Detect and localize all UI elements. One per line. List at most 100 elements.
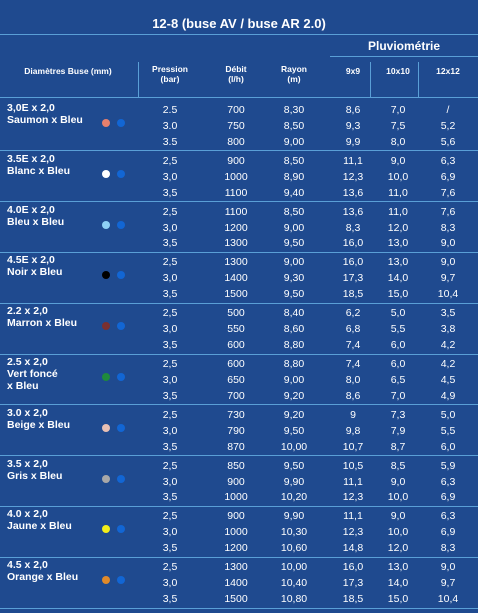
table-cell-p12: 6,9 [440, 491, 456, 504]
nozzle-color-dot [102, 423, 110, 432]
table-cell-p12: 7,6 [440, 205, 456, 218]
group-separator [0, 556, 478, 558]
table-cell-p10: 8,0 [390, 135, 406, 148]
table-cell-pression: 2,5 [162, 307, 178, 320]
table-cell-p9: 10,5 [342, 459, 364, 472]
table-cell-debit: 750 [227, 119, 245, 132]
table-cell-pression: 3,5 [162, 542, 178, 555]
nozzle-label-line: 3.5E x 2,0 [7, 152, 55, 165]
column-divider [418, 62, 419, 98]
table-cell-p9: 9 [350, 408, 356, 421]
blue-nozzle-dot [117, 271, 125, 280]
table-cell-p10: 6,0 [390, 358, 406, 370]
nozzle-label-line: 4.5 x 2,0 [7, 559, 48, 572]
column-header-unit: (bar) [160, 74, 180, 84]
table-cell-p9: 11,1 [343, 510, 363, 523]
blue-nozzle-dot [117, 474, 125, 483]
table-cell-p9: 14,8 [342, 542, 364, 555]
table-cell-debit: 1400 [224, 272, 248, 285]
table-cell-debit: 900 [227, 510, 245, 523]
table-cell-p12: 4,5 [440, 373, 456, 386]
table-cell-p12: 8,3 [440, 221, 456, 234]
table-cell-p9: 8,3 [345, 221, 361, 234]
table-cell-p10: 7,0 [390, 389, 406, 402]
table-cell-pression: 3,5 [162, 593, 178, 605]
table-cell-p9: 8,6 [345, 389, 361, 402]
table-cell-p10: 11,0 [388, 205, 408, 218]
column-divider [370, 62, 371, 98]
table-cell-p12: 9,0 [440, 561, 456, 574]
table-cell-debit: 600 [227, 339, 245, 351]
table-cell-rayon: 10,60 [280, 542, 308, 555]
table-cell-p9: 16,0 [342, 237, 364, 250]
nozzle-label: 3.5E x 2,0 Blanc x Bleu [7, 153, 70, 177]
table-cell-debit: 900 [227, 475, 245, 488]
table-cell-p9: 10,7 [342, 440, 364, 453]
table-cell-pression: 2,5 [162, 561, 178, 574]
table-cell-rayon: 9,90 [283, 475, 305, 488]
group-separator [0, 505, 478, 507]
column-header-label: 10x10 [386, 66, 410, 76]
table-cell-p9: 9,9 [345, 135, 361, 148]
nozzle-label-line: Beige x Bleu [7, 418, 71, 431]
group-separator [0, 251, 478, 253]
nozzle-label: 4.0 x 2,0 Jaune x Bleu [7, 508, 72, 532]
group-separator [0, 455, 478, 457]
table-cell-pression: 3,0 [162, 373, 178, 386]
table-cell-pression: 3.5 [162, 135, 178, 148]
table-cell-pression: 3,5 [162, 186, 178, 199]
nozzle-label-line: Noir x Bleu [7, 266, 63, 279]
table-cell-debit: 700 [227, 389, 245, 402]
group-separator [0, 302, 478, 304]
nozzle-label-line: Saumon x Bleu [7, 114, 83, 126]
table-cell-p12: 6,9 [440, 170, 456, 183]
table-cell-p12: 4,2 [440, 358, 456, 370]
blue-nozzle-dot [117, 169, 125, 178]
table-cell-rayon: 9,00 [283, 135, 305, 148]
table-cell-debit: 730 [227, 408, 245, 421]
table-cell-debit: 1500 [224, 593, 248, 605]
table-cell-debit: 1500 [224, 288, 248, 301]
table-cell-p10: 10,0 [387, 491, 409, 504]
table-cell-debit: 700 [227, 104, 245, 116]
nozzle-color-dot [102, 525, 110, 534]
nozzle-label-line: Vert foncé [7, 368, 58, 380]
nozzle-label-line: x Bleu [7, 380, 39, 392]
table-cell-rayon: 10,40 [280, 577, 308, 590]
table-cell-pression: 3,5 [162, 440, 178, 453]
table-cell-p10: 13,0 [387, 561, 409, 574]
table-cell-p12: 6,3 [440, 475, 456, 488]
table-cell-p10: 11,0 [388, 186, 408, 199]
nozzle-label: 3,0E x 2,0 Saumon x Bleu [7, 102, 83, 126]
table-cell-rayon: 8,80 [283, 339, 305, 351]
table-cell-p10: 9,0 [390, 510, 406, 523]
table-cell-pression: 3,5 [162, 288, 178, 301]
table-cell-rayon: 9,20 [283, 389, 305, 402]
table-cell-p10: 6,0 [390, 339, 406, 351]
table-cell-p9: 16,0 [342, 256, 364, 269]
nozzle-color-dot [102, 322, 110, 331]
table-cell-p12: 4,9 [440, 389, 456, 402]
table-cell-pression: 3,0 [162, 475, 178, 488]
nozzle-label-line: Bleu x Bleu [7, 215, 65, 228]
table-cell-p12: 10,4 [437, 593, 459, 605]
table-cell-p9: 8,6 [345, 104, 361, 116]
table-cell-p10: 9,0 [390, 475, 406, 488]
table-cell-p9: 12,3 [342, 491, 364, 504]
table-cell-p10: 15,0 [387, 593, 409, 605]
table-cell-p10: 6,5 [390, 373, 406, 386]
table-cell-pression: 3,0 [162, 577, 178, 590]
blue-nozzle-dot [117, 220, 125, 229]
table-cell-rayon: 9,50 [283, 237, 305, 250]
table-cell-p10: 12,0 [387, 542, 409, 555]
table-cell-p12: 5,6 [440, 135, 456, 148]
table-cell-pression: 2,5 [162, 408, 178, 421]
table-cell-p12: 5,0 [440, 408, 456, 421]
table-cell-p9: 12,3 [342, 526, 364, 539]
table-cell-debit: 900 [227, 154, 245, 167]
table-cell-rayon: 8,80 [283, 358, 305, 370]
nozzle-color-dot [102, 119, 110, 127]
table-cell-p9: 13,6 [342, 186, 364, 199]
table-cell-p9: 13,6 [342, 205, 364, 218]
table-cell-debit: 1200 [224, 542, 248, 555]
